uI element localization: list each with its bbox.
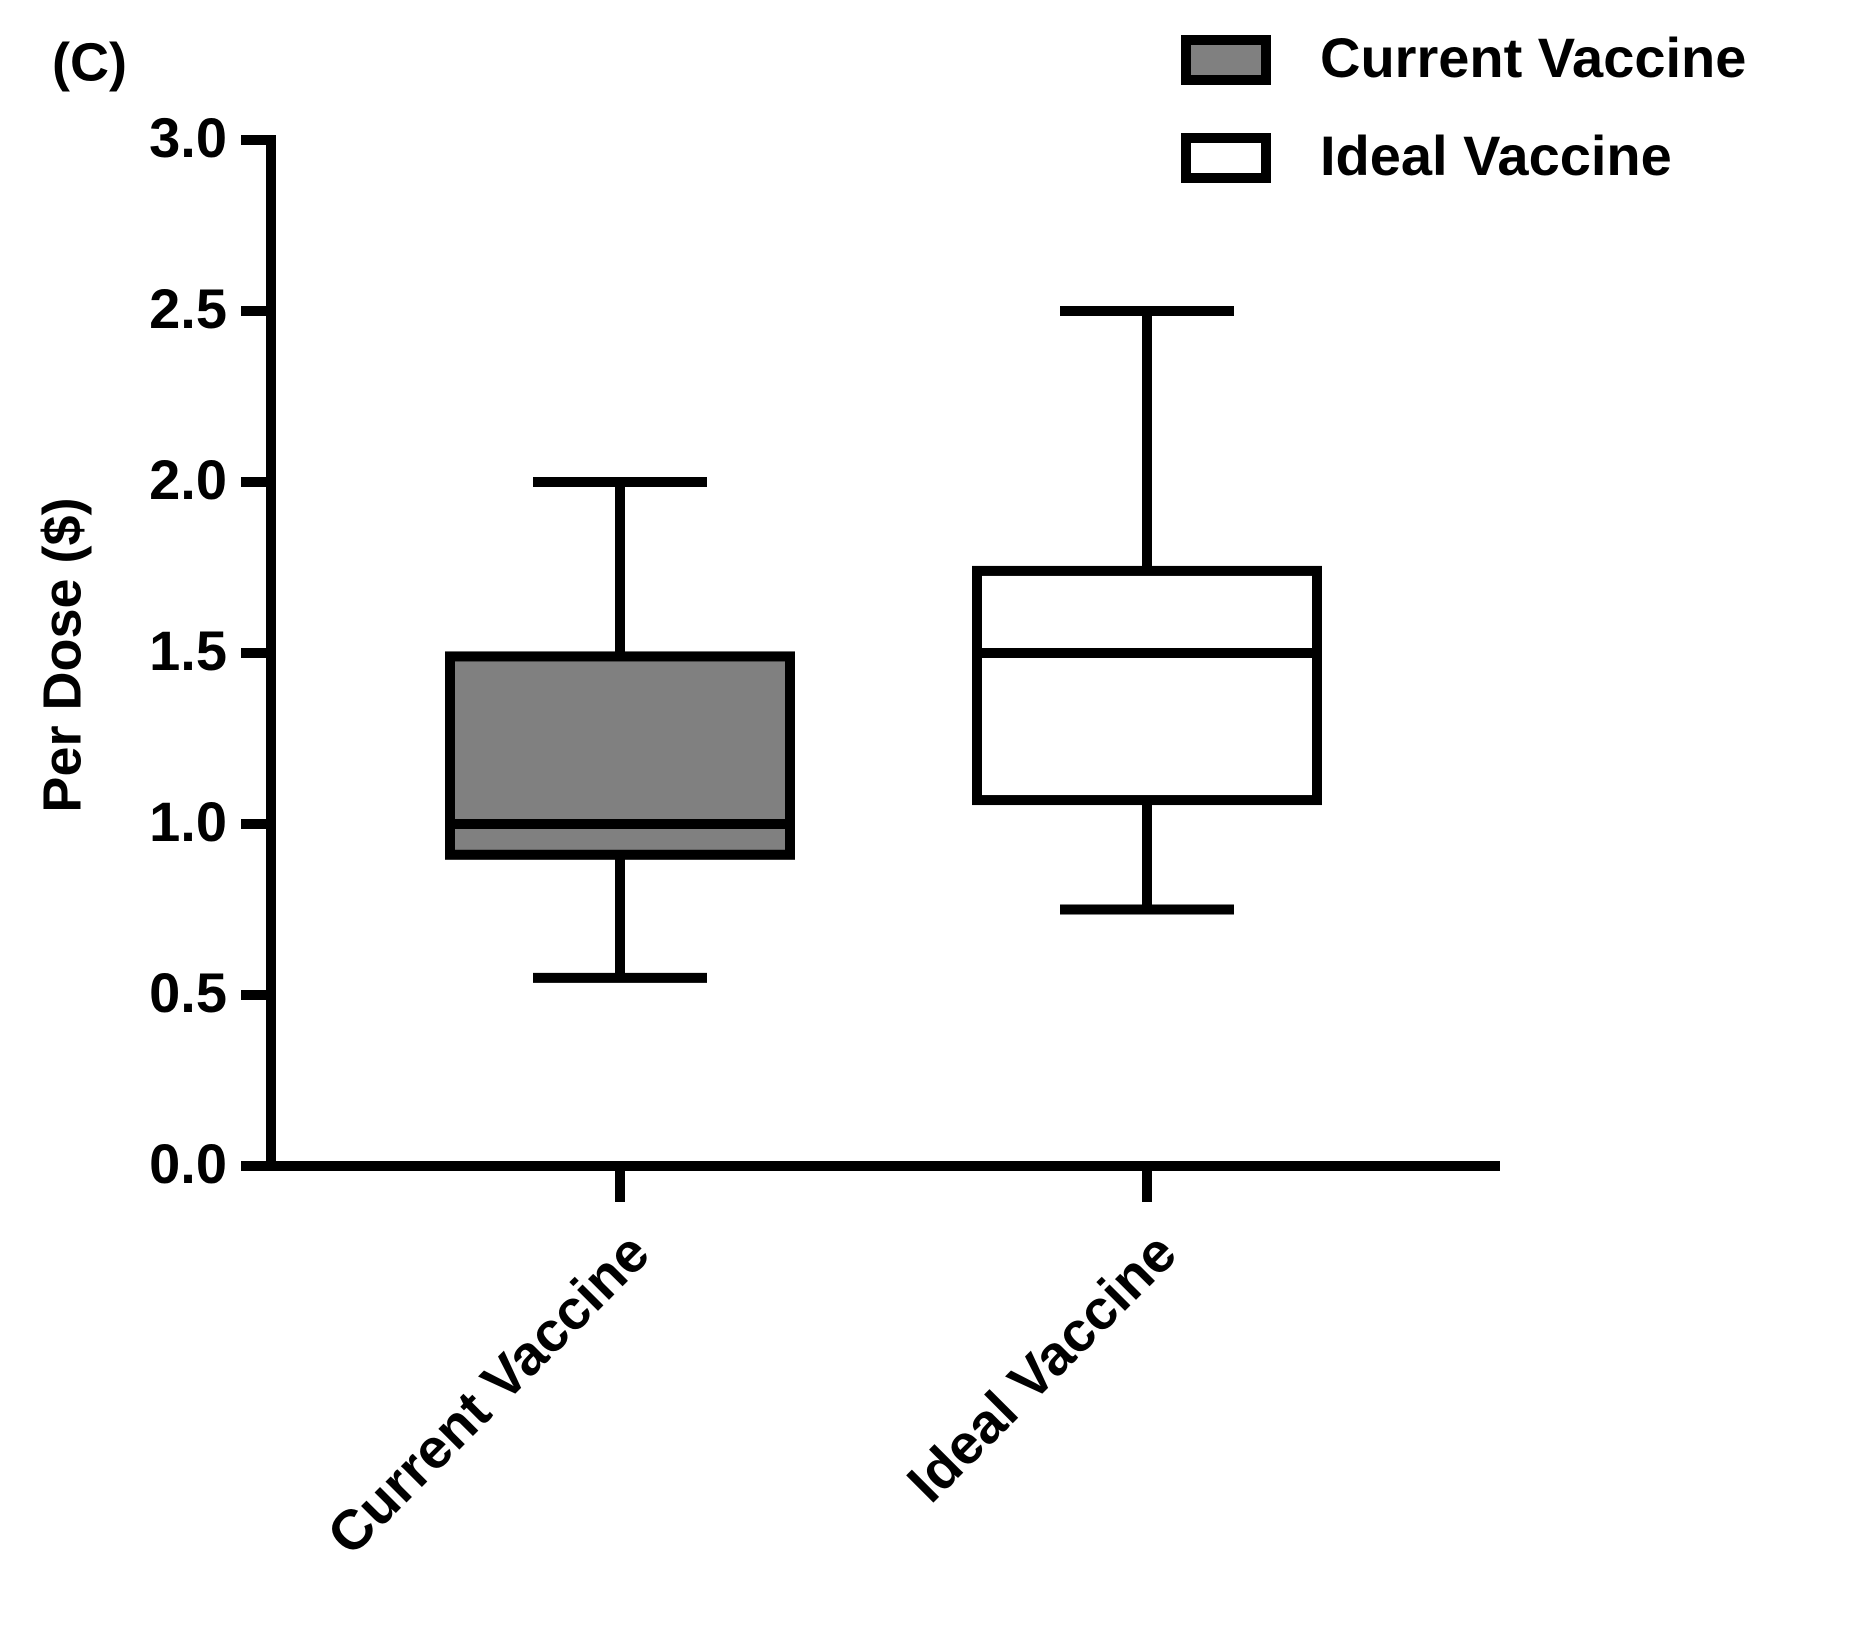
y-tick-label: 1.5 — [149, 619, 227, 682]
legend-swatch — [1181, 35, 1271, 85]
x-tick-label: Ideal Vaccine — [895, 1220, 1188, 1513]
legend-label: Current Vaccine — [1320, 26, 1746, 89]
y-tick-label: 2.5 — [149, 277, 227, 340]
x-tick-label: Current Vaccine — [315, 1220, 661, 1566]
y-tick-label: 0.0 — [149, 1132, 227, 1195]
y-tick-label: 1.0 — [149, 790, 227, 853]
legend-swatch — [1181, 133, 1271, 183]
y-tick-label: 3.0 — [149, 106, 227, 169]
y-tick-label: 2.0 — [149, 448, 227, 511]
y-tick-label: 0.5 — [149, 961, 227, 1024]
legend-label: Ideal Vaccine — [1320, 124, 1672, 187]
y-axis-label: Per Dose ($) — [32, 497, 92, 812]
box — [972, 565, 1322, 806]
panel-label: (C) — [52, 32, 127, 92]
